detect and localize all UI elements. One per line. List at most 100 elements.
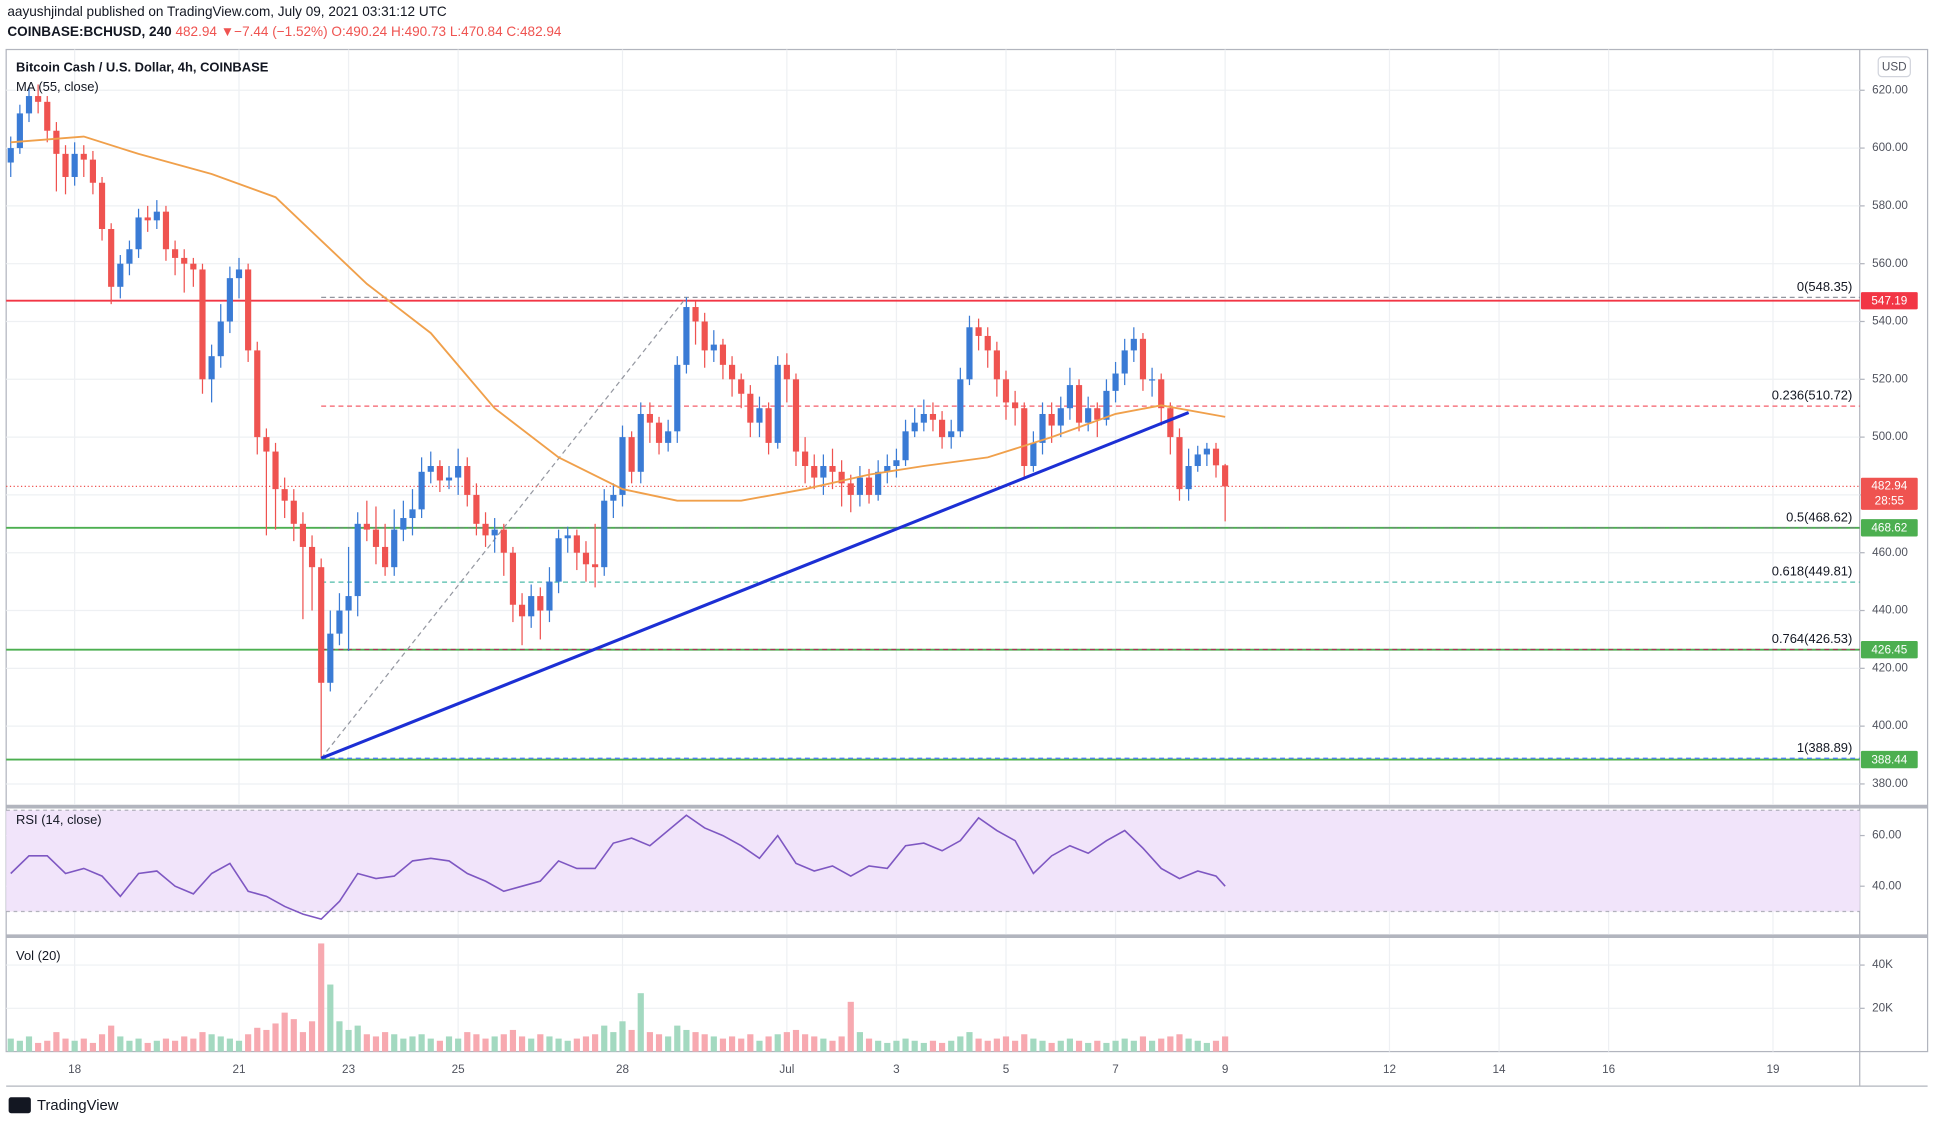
candle-body — [409, 509, 416, 519]
volume-bar — [1121, 1038, 1128, 1052]
volume-bar — [1002, 1036, 1010, 1052]
x-tick-label: 28 — [616, 1063, 630, 1076]
candle-body — [528, 596, 535, 617]
ohlc-high: H:490.73 — [391, 24, 446, 39]
candle-body — [35, 96, 42, 102]
volume-bar — [765, 1036, 772, 1052]
candle-body — [1030, 442, 1037, 467]
volume-bar — [1039, 1040, 1046, 1052]
candle-body — [464, 466, 471, 495]
level-tag-box — [1860, 641, 1918, 659]
moving-average — [10, 135, 1226, 502]
candle-body — [509, 552, 517, 605]
volume-bar — [637, 993, 644, 1052]
candle-body — [473, 494, 480, 524]
rsi-title: RSI (14, close) — [16, 812, 102, 827]
volume-bar — [290, 1019, 297, 1052]
y-tick-label: 420.00 — [1872, 661, 1908, 674]
fib-label: 0.618(449.81) — [1772, 564, 1853, 579]
candle-body — [1094, 408, 1101, 420]
level-tag-box — [1860, 750, 1918, 769]
candle-body — [582, 552, 590, 565]
candle-body — [1012, 402, 1019, 409]
trendline — [320, 411, 1190, 760]
volume-bar — [382, 1032, 389, 1052]
volume-bar — [181, 1036, 188, 1052]
candle-body — [162, 211, 170, 250]
candle-body — [16, 113, 23, 149]
candle-body — [117, 263, 124, 287]
candle-body — [1149, 379, 1156, 381]
volume-bar — [938, 1042, 946, 1052]
candle-body — [884, 466, 891, 472]
volume-bar — [464, 1032, 471, 1052]
candle-body — [802, 451, 809, 467]
candle-body — [1212, 448, 1220, 466]
currency: USD — [1882, 61, 1907, 74]
volume-bar — [144, 1042, 151, 1052]
last-price-tag: 482.94 — [1871, 480, 1907, 493]
volume-bar — [190, 1038, 197, 1052]
candle-body — [920, 413, 927, 423]
candle-body — [1048, 413, 1055, 426]
volume-bar — [665, 1036, 672, 1052]
candle-body — [89, 159, 96, 183]
volume-bar — [245, 1034, 252, 1052]
y-tick-label: 40.00 — [1872, 879, 1902, 892]
candle-body — [993, 350, 1000, 380]
y-tick-label: 440.00 — [1872, 604, 1908, 617]
x-tick-label: 19 — [1766, 1063, 1779, 1076]
fib-label: 0(548.35) — [1797, 279, 1852, 294]
candle-body — [893, 460, 900, 467]
candle-body — [336, 610, 343, 634]
volume-bar — [1066, 1038, 1073, 1052]
volume-bar — [820, 1038, 827, 1052]
fib-label: 0.236(510.72) — [1772, 388, 1853, 403]
volume-bar — [400, 1038, 407, 1052]
volume-bar — [318, 943, 325, 1052]
volume-bar — [427, 1038, 434, 1052]
volume-bar — [226, 1038, 233, 1052]
candle-body — [701, 321, 708, 351]
volume-bar — [701, 1034, 708, 1052]
candle-body — [665, 431, 672, 443]
candle-body — [98, 182, 106, 230]
volume-bar — [1057, 1040, 1064, 1052]
volume-bar — [308, 1021, 316, 1052]
candle-body — [153, 211, 160, 221]
volume-bar — [1203, 1042, 1210, 1052]
volume-bar — [254, 1027, 261, 1052]
volume-bar — [25, 1036, 33, 1052]
candle-body — [865, 477, 873, 495]
candle-body — [1002, 379, 1010, 403]
volume-bar — [893, 1040, 900, 1052]
volume-bar — [89, 1042, 96, 1052]
currency-box[interactable] — [1877, 56, 1911, 78]
volume-bar — [436, 1040, 443, 1052]
candle-body — [546, 581, 553, 611]
volume-bar — [674, 1025, 681, 1052]
brand-logo[interactable]: TradingView — [8, 1097, 119, 1114]
volume-bar — [984, 1040, 991, 1052]
volume-bar — [993, 1038, 1000, 1052]
candle-body — [299, 523, 307, 547]
volume-bar — [573, 1038, 580, 1052]
volume-bar — [1030, 1038, 1037, 1052]
candle-body — [235, 269, 243, 279]
countdown: 28:55 — [1875, 494, 1905, 507]
quote: 482.94 ▼−7.44 (−1.52%) — [175, 24, 327, 39]
volume-bar — [1048, 1042, 1055, 1052]
candle-body — [53, 130, 60, 154]
volume-bar — [263, 1029, 270, 1052]
last-price-box — [1860, 477, 1918, 510]
volume-bar — [71, 1040, 78, 1052]
y-tick-label: 500.00 — [1872, 430, 1908, 443]
candle-body — [637, 413, 644, 472]
volume-bar — [363, 1034, 370, 1052]
volume-bar — [1085, 1042, 1092, 1052]
volume-bar — [418, 1034, 425, 1052]
volume-bar — [528, 1038, 535, 1052]
volume-bar — [802, 1034, 809, 1052]
